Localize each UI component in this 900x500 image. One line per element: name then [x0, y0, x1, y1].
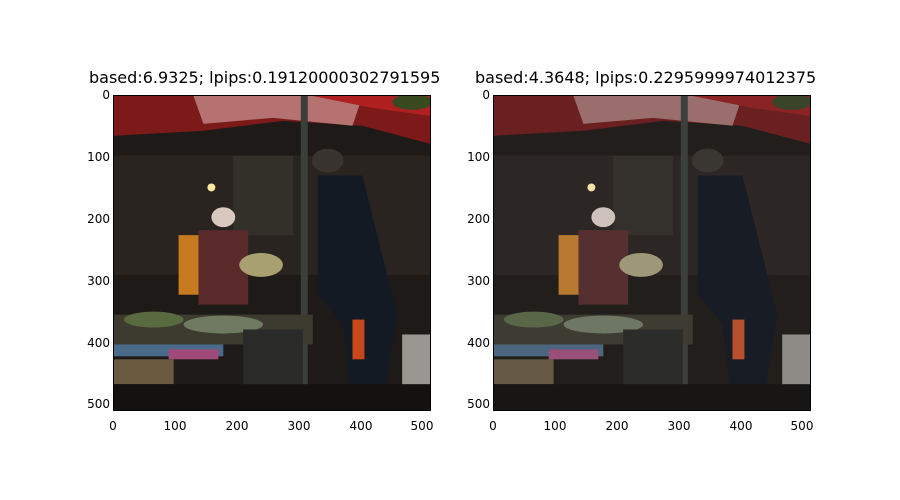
right-image-panel: based:4.3648; lpips:0.2295999974012375	[450, 0, 890, 500]
right-ytick-200: 200	[467, 212, 490, 226]
right-xtick-100: 100	[543, 419, 567, 433]
left-ytick-500: 500	[87, 397, 110, 411]
left-panel-title: based:6.9325; lpips:0.19120000302791595	[89, 68, 441, 87]
left-xtick-300: 300	[287, 419, 311, 433]
right-image-axes	[493, 95, 811, 411]
left-ytick-100: 100	[87, 150, 110, 164]
left-ytick-400: 400	[87, 336, 110, 350]
right-ytick-300: 300	[467, 274, 490, 288]
right-xtick-300: 300	[667, 419, 691, 433]
right-xtick-0: 0	[489, 419, 497, 433]
left-ytick-300: 300	[87, 274, 110, 288]
right-xtick-500: 500	[790, 419, 814, 433]
right-panel-title: based:4.3648; lpips:0.2295999974012375	[475, 68, 817, 87]
left-ytick-0: 0	[102, 88, 110, 102]
left-market-scene-image	[114, 96, 430, 410]
left-xtick-400: 400	[349, 419, 373, 433]
right-ytick-500: 500	[467, 397, 490, 411]
right-ytick-0: 0	[482, 88, 490, 102]
left-xtick-500: 500	[410, 419, 434, 433]
right-market-scene-image	[494, 96, 810, 410]
left-xtick-100: 100	[163, 419, 187, 433]
left-xtick-200: 200	[225, 419, 249, 433]
left-xtick-0: 0	[109, 419, 117, 433]
right-ytick-100: 100	[467, 150, 490, 164]
left-image-axes	[113, 95, 431, 411]
right-xtick-400: 400	[729, 419, 753, 433]
right-ytick-400: 400	[467, 336, 490, 350]
left-ytick-200: 200	[87, 212, 110, 226]
right-xtick-200: 200	[605, 419, 629, 433]
left-image-panel: based:6.9325; lpips:0.19120000302791595	[0, 0, 440, 500]
